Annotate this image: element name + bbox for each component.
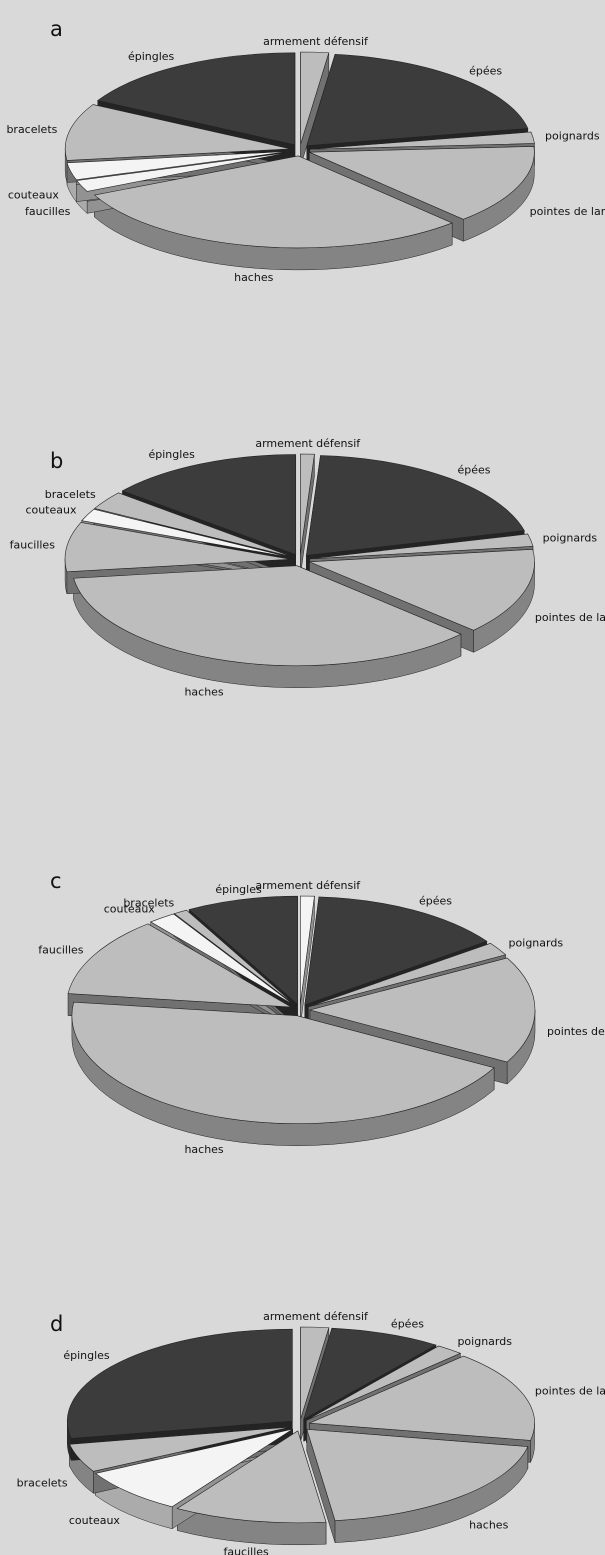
slice-label: épées <box>469 64 502 77</box>
pie-slice <box>94 1428 293 1508</box>
pie-slice <box>173 909 296 1006</box>
slice-label: bracelets <box>6 123 57 136</box>
pie-slice <box>64 522 291 573</box>
slice-label: armement défensif <box>263 35 369 48</box>
slice-label: couteaux <box>25 504 77 517</box>
slice-label: bracelets <box>123 896 174 909</box>
pie-slice <box>66 151 291 181</box>
pie-slice <box>309 1355 535 1441</box>
pie-slice <box>188 895 298 1005</box>
pie-slice <box>97 52 296 146</box>
pie-slice <box>304 896 488 1006</box>
pie-slice <box>176 1430 327 1524</box>
slice-label: haches <box>234 271 273 284</box>
slice-label: épées <box>419 894 452 907</box>
pie-slice <box>306 54 529 146</box>
slice-label: faucilles <box>223 1545 269 1555</box>
panel-label: b <box>50 449 63 473</box>
pie-slice <box>150 913 295 1006</box>
slice-label: haches <box>469 1519 508 1532</box>
slice-label: couteaux <box>8 189 60 202</box>
slice-label: bracelets <box>17 1477 68 1490</box>
pie-slice <box>309 549 535 631</box>
pie-slice <box>93 155 453 249</box>
pie-labels: armement défensif épées poignards pointes d… <box>6 35 605 284</box>
slice-label: faucilles <box>38 943 84 956</box>
pie-slice <box>306 1429 529 1521</box>
slice-label: haches <box>184 1143 223 1156</box>
slice-label: bracelets <box>45 488 96 501</box>
pie-slice <box>300 453 315 555</box>
slice-label: armement défensif <box>255 437 361 450</box>
pie-slice <box>309 533 534 560</box>
pie-slice <box>308 942 507 1008</box>
pie-tops <box>67 1326 535 1524</box>
panel-label: c <box>50 869 62 893</box>
pie-slice <box>300 1326 330 1420</box>
pie-slice <box>93 492 292 557</box>
pie-slice <box>67 1328 293 1439</box>
slice-label: épingles <box>128 50 175 63</box>
slice-label: poignards <box>545 129 600 142</box>
slice-label: épingles <box>215 883 262 896</box>
pie-slice <box>303 1327 437 1421</box>
slice-label: poignards <box>457 1335 512 1348</box>
pie-slice <box>73 565 462 667</box>
slice-label: pointes de lance <box>530 205 605 218</box>
pie-labels: armement défensif épées poignards pointes d… <box>38 879 605 1156</box>
pie-slice <box>67 923 292 1008</box>
pie-slice <box>300 895 315 1005</box>
pie-slice <box>300 51 330 145</box>
pie-slice <box>308 957 536 1063</box>
slice-label: couteaux <box>104 903 156 916</box>
pie-slice <box>69 1426 291 1472</box>
slice-label: épingles <box>149 448 196 461</box>
pie-slice <box>306 455 525 556</box>
pie-slice <box>309 146 535 220</box>
slice-label: armement défensif <box>263 1310 369 1323</box>
slice-label: poignards <box>509 937 564 950</box>
pie-tops <box>64 51 535 249</box>
slice-label: faucilles <box>25 205 71 218</box>
slice-label: haches <box>184 685 223 698</box>
pie-slice <box>309 131 535 150</box>
slice-label: pointes de lance <box>535 611 605 624</box>
pie-labels: armement défensif épées poignards pointes d… <box>10 437 605 698</box>
slice-label: épingles <box>63 1349 110 1362</box>
slice-label: armement défensif <box>255 879 361 892</box>
pie-slice <box>121 454 297 556</box>
pie-slice <box>76 151 291 192</box>
slice-label: couteaux <box>69 1514 121 1527</box>
panel-label: a <box>50 17 63 41</box>
pie-slice <box>306 1345 462 1421</box>
slice-label: pointes de lance <box>535 1385 605 1398</box>
pie-tops <box>67 895 536 1124</box>
slice-label: pointes de lance <box>547 1025 605 1038</box>
slice-label: épées <box>391 1318 424 1331</box>
pie-tops <box>64 453 535 667</box>
slice-label: épées <box>457 464 490 477</box>
pie-labels: armement défensif épées poignards pointes d… <box>17 1310 605 1555</box>
pie-slice <box>81 508 292 558</box>
pie-slice <box>64 104 291 161</box>
slice-label: faucilles <box>10 538 56 551</box>
slice-label: poignards <box>543 531 598 544</box>
pie-slice <box>71 1001 495 1124</box>
panel-label: d <box>50 1312 63 1336</box>
